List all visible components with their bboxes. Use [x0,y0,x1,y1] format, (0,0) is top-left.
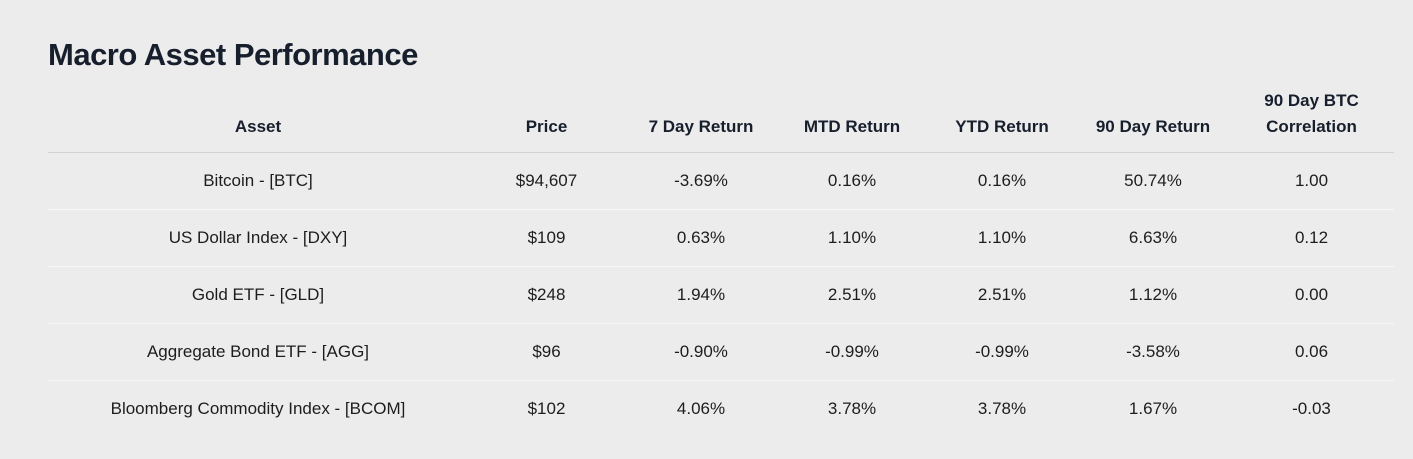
table-cell-return_90d: 50.74% [1124,171,1182,190]
table-cell-return_ytd: -0.99% [927,323,1077,381]
table-cell-return_7d: 0.63% [625,209,777,267]
table-cell-return_7d: 4.06% [625,380,777,437]
table-cell-return_ytd: 1.10% [927,209,1077,267]
table-cell-btc_correlation_90d: 0.12 [1229,209,1394,267]
table-cell-asset: Gold ETF - [GLD] [48,266,468,324]
table-cell-btc_correlation_90d: -0.03 [1229,380,1394,437]
table-cell-return_7d: 1.94% [625,266,777,324]
table-cell-btc_correlation_90d: 0.06 [1229,323,1394,381]
column-header-return_ytd: YTD Return [927,88,1077,153]
table-body: Bitcoin - [BTC] $94,607 -3.69% 0.16% 0.16% 50… [48,153,1394,437]
table-cell-return_90d: 6.63% [1077,209,1229,267]
table-cell-return_mtd: -0.99% [777,323,927,381]
table-row: Bitcoin - [BTC] $94,607 -3.69% 0.16% 0.16% 50… [48,153,1394,210]
table-cell-return_7d: -3.69% [674,171,728,190]
table-cell-return_mtd: 0.16% [827,171,877,190]
column-header-return_90d: 90 Day Return [1077,88,1229,153]
table-row: Aggregate Bond ETF - [AGG] $96 -0.90% -0.99… [48,323,1394,381]
table-cell-return_mtd: 1.10% [777,209,927,267]
table-cell-price: $248 [468,266,625,324]
table-cell-asset: Bitcoin - [BTC] [203,171,313,190]
table-cell-return_mtd: 2.51% [777,266,927,324]
table-cell-asset: Aggregate Bond ETF - [AGG] [48,323,468,381]
column-header-return_7d: 7 Day Return [625,88,777,153]
table-cell-price: $109 [468,209,625,267]
table-cell-return_90d: -3.58% [1077,323,1229,381]
table-cell-return_90d: 1.12% [1077,266,1229,324]
table-cell-return_ytd: 3.78% [927,380,1077,437]
table-cell-asset: Bloomberg Commodity Index - [BCOM] [48,380,468,437]
table-cell-btc_correlation_90d: 1.00 [1294,171,1329,190]
column-header-asset: Asset [48,88,468,153]
table-cell-asset: US Dollar Index - [DXY] [48,209,468,267]
table-cell-price: $102 [468,380,625,437]
column-header-price: Price [468,88,625,153]
table-cell-return_90d: 1.67% [1077,380,1229,437]
table-header-row: Asset Price 7 Day Return MTD Return YTD Retu… [48,88,1394,153]
table-row: US Dollar Index - [DXY] $109 0.63% 1.10% 1.1… [48,209,1394,267]
table-cell-return_mtd: 3.78% [777,380,927,437]
table-cell-return_ytd: 0.16% [977,171,1027,190]
table-cell-price: $96 [468,323,625,381]
table-cell-btc_correlation_90d: 0.00 [1229,266,1394,324]
column-header-return_mtd: MTD Return [777,88,927,153]
table-cell-return_7d: -0.90% [625,323,777,381]
table-cell-price: $94,607 [515,171,578,190]
macro-asset-performance-table: Asset Price 7 Day Return MTD Return YTD Retu… [48,88,1394,437]
table-header: Asset Price 7 Day Return MTD Return YTD Retu… [48,88,1394,153]
table-cell-return_ytd: 2.51% [927,266,1077,324]
column-header-btc_correlation_90d: 90 Day BTC Correlation [1229,88,1394,153]
table-row: Bloomberg Commodity Index - [BCOM] $102 4.… [48,380,1394,437]
page-title: Macro Asset Performance [48,36,418,72]
table-row: Gold ETF - [GLD] $248 1.94% 2.51% 2.51% 1.12%… [48,266,1394,324]
